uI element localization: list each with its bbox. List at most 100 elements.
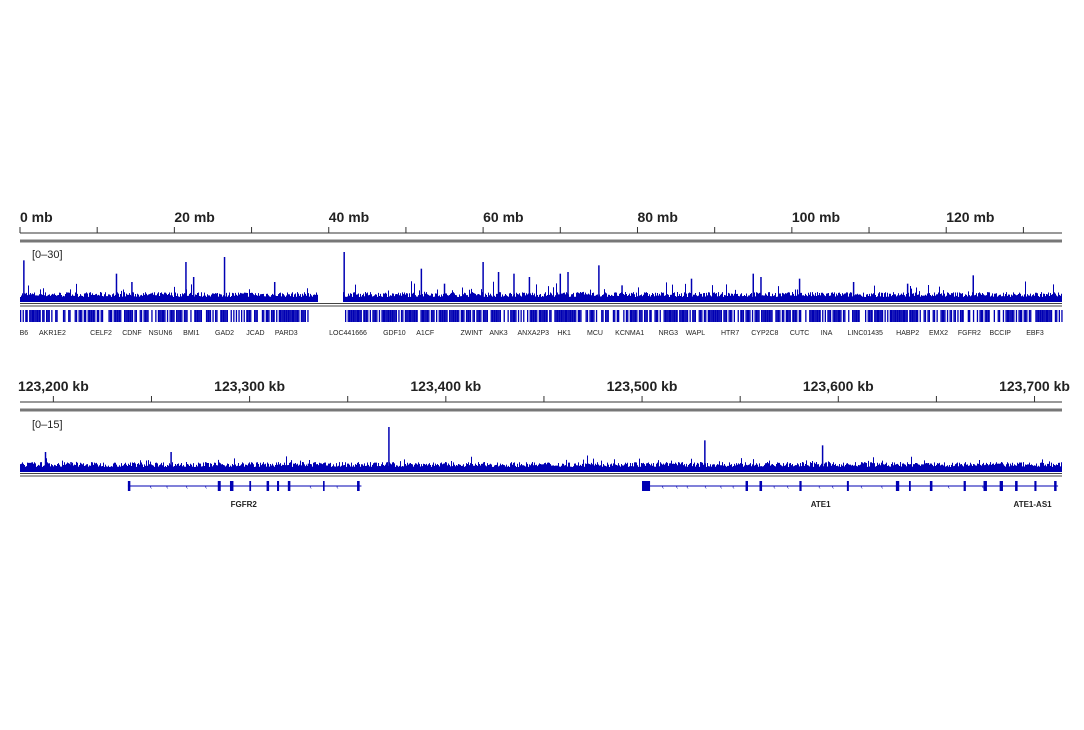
gene-feature — [800, 310, 802, 322]
gene-feature — [108, 310, 110, 322]
gene-feature — [495, 310, 498, 322]
gene-feature — [1009, 310, 1011, 322]
gene-feature — [689, 310, 691, 322]
gene-feature — [763, 310, 765, 322]
gene-feature — [179, 310, 182, 322]
gene-feature — [293, 310, 295, 322]
gene-feature — [741, 310, 743, 322]
gene-feature — [485, 310, 487, 322]
gene-feature — [127, 310, 130, 322]
gene-feature — [718, 310, 720, 322]
gene-feature — [254, 310, 256, 322]
gene-feature — [140, 310, 143, 322]
gene-feature — [878, 310, 880, 322]
gene-feature — [250, 310, 252, 322]
gene-feature — [369, 310, 371, 322]
gene-feature — [716, 310, 719, 322]
gene-feature — [289, 310, 291, 322]
gene-exon — [217, 481, 221, 491]
gene-feature — [163, 310, 165, 322]
gene-feature — [649, 310, 651, 322]
gene-feature — [497, 310, 499, 322]
gene-exon — [745, 481, 748, 491]
gene-feature — [909, 310, 911, 322]
gene-feature — [710, 310, 712, 322]
gene-exon — [229, 481, 234, 491]
gene-feature — [469, 310, 472, 322]
gene-feature — [354, 310, 356, 322]
gene-feature — [776, 310, 778, 322]
gene-feature — [813, 310, 815, 322]
gene-feature — [822, 310, 824, 322]
gene-feature — [998, 310, 1001, 322]
gene-feature — [777, 310, 780, 322]
gene-feature — [870, 310, 872, 322]
gene-feature — [787, 310, 789, 322]
gene-feature — [891, 310, 893, 322]
gene-feature — [430, 310, 433, 322]
strand-arrow-icon: ‹ — [948, 484, 951, 491]
gene-feature — [1061, 310, 1063, 322]
gene-feature — [365, 310, 368, 322]
gene-feature — [571, 310, 573, 322]
gene-label: ZWINT — [460, 330, 483, 337]
gene-feature — [359, 310, 361, 322]
gene-feature — [220, 310, 222, 322]
gene-feature — [88, 310, 91, 322]
gene-feature — [602, 310, 604, 322]
gene-feature — [300, 310, 303, 322]
gene-feature — [868, 310, 871, 322]
gene-feature — [33, 310, 35, 322]
gene-feature — [976, 310, 979, 322]
gene-feature — [627, 310, 629, 322]
gene-feature — [541, 310, 543, 322]
gene-feature — [124, 310, 126, 322]
gene-feature — [783, 310, 785, 322]
gene-feature — [511, 310, 513, 322]
gene-feature — [355, 310, 357, 322]
gene-feature — [659, 310, 661, 322]
gene-feature — [472, 310, 474, 322]
gene-feature — [650, 310, 652, 322]
gene-feature — [961, 310, 963, 322]
gene-feature — [770, 310, 772, 322]
gene-feature — [766, 310, 768, 322]
strand-arrow-icon: ‹ — [186, 484, 189, 491]
gene-feature — [545, 310, 547, 322]
gene-feature — [855, 310, 858, 322]
gene-feature — [378, 310, 381, 322]
gene-exon — [323, 481, 325, 491]
gene-feature — [209, 310, 212, 322]
gene-feature — [590, 310, 592, 322]
gene-feature — [432, 310, 434, 322]
gene-feature — [980, 310, 982, 322]
gene-feature — [235, 310, 238, 322]
gene-feature — [530, 310, 533, 322]
gene-feature — [420, 310, 422, 322]
gene-feature — [247, 310, 249, 322]
gene-feature — [824, 310, 826, 322]
strand-arrow-icon: ‹ — [732, 484, 735, 491]
gene-feature — [170, 310, 173, 322]
gene-feature — [36, 310, 39, 322]
gene-feature — [134, 310, 136, 322]
gene-feature — [100, 310, 102, 322]
gene-feature — [636, 310, 638, 322]
gene-feature — [771, 310, 773, 322]
data-range-label: [0–15] — [32, 419, 63, 431]
gene-feature — [276, 310, 278, 322]
gene-feature — [761, 310, 763, 322]
gene-feature — [424, 310, 426, 322]
gene-exon — [1054, 481, 1057, 491]
gene-feature — [798, 310, 800, 322]
gene-feature — [226, 310, 228, 322]
gene-feature — [789, 310, 791, 322]
gene-label: BMI1 — [183, 330, 199, 337]
gene-feature — [94, 310, 96, 322]
gene-feature — [90, 310, 92, 322]
gene-feature — [833, 310, 836, 322]
gene-label: LOC441666 — [329, 330, 367, 337]
gene-feature — [272, 310, 274, 322]
gene-feature — [1002, 310, 1005, 322]
